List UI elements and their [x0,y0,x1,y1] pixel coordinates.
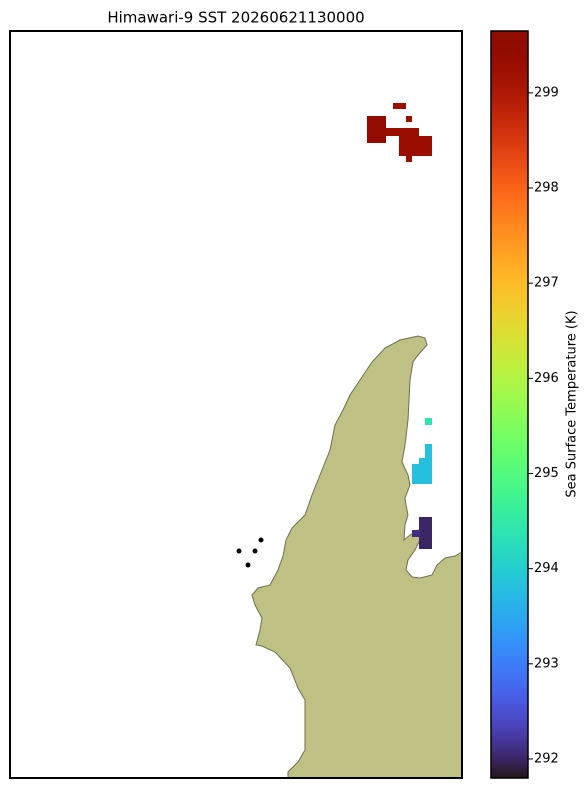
sst-cell [406,116,412,122]
colorbar-tick-label: 293 [534,656,559,671]
island-dot [245,562,251,568]
sst-cell [425,444,432,460]
colorbar [490,30,529,779]
colorbar-tick-label: 299 [534,85,559,100]
colorbar-tick-label: 294 [534,561,559,576]
map-frame [9,30,463,779]
colorbar-tick-label: 297 [534,276,559,291]
colorbar-tick-label: 292 [534,751,559,766]
map-title: Himawari-9 SST 20260621130000 [107,9,364,27]
sst-cell [419,517,432,549]
island-dot [258,537,264,543]
sst-cell [412,530,420,537]
sst-cell [393,103,406,109]
island-dot [252,548,258,554]
sst-cell [367,116,386,143]
island-dot [236,548,242,554]
sst-cell [412,464,432,484]
colorbar-tick-label: 296 [534,371,559,386]
colorbar-tick-label: 295 [534,466,559,481]
sst-cell [399,136,432,156]
sst-cells [367,103,432,549]
islands [236,537,264,568]
sst-cell [406,156,412,162]
sst-cell [386,128,419,136]
colorbar-label: Sea Surface Temperature (K) [565,310,580,497]
sst-cell [425,418,432,425]
land [251,335,463,779]
colorbar-tick-label: 298 [534,181,559,196]
sst-cell [419,458,432,466]
